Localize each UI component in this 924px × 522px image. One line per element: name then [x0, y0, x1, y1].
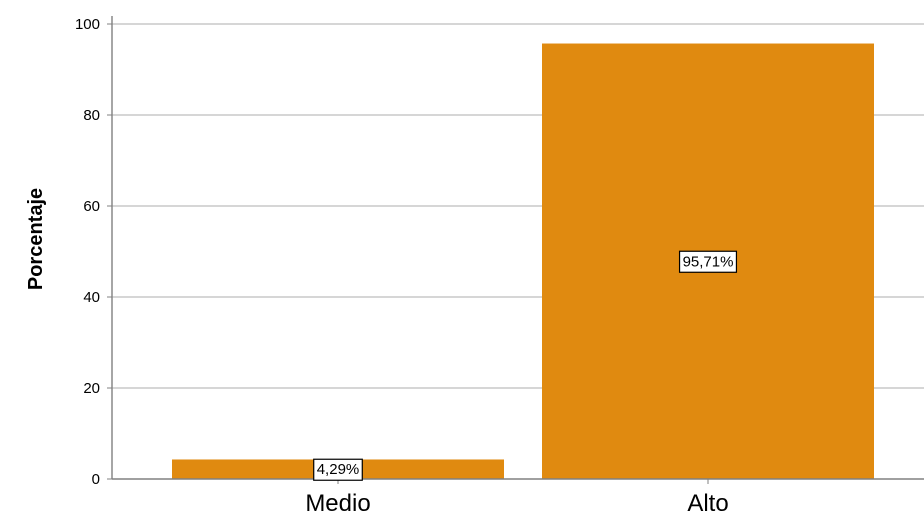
- y-tick-label: 40: [83, 289, 100, 306]
- x-tick-label-alto: Alto: [687, 490, 728, 517]
- axes: [107, 16, 924, 484]
- y-tick-label: 100: [75, 16, 100, 33]
- data-label-box: [313, 458, 363, 481]
- y-tick-label: 20: [83, 380, 100, 397]
- bars: [172, 43, 874, 479]
- data-labels: 4,29% 95,71%: [313, 250, 738, 481]
- data-label-text: 95,71%: [683, 253, 734, 270]
- y-tick-label: 0: [92, 471, 100, 488]
- x-tick-label-medio: Medio: [305, 490, 370, 517]
- data-label-medio: 4,29%: [313, 458, 363, 481]
- y-tick-labels: 0 20 40 60 80 100: [75, 16, 100, 488]
- data-label-alto: 95,71%: [678, 250, 738, 273]
- data-label-text: 4,29%: [317, 461, 360, 478]
- data-label-box: [678, 250, 738, 273]
- x-tick-labels: Medio Alto: [305, 490, 728, 517]
- y-tick-label: 60: [83, 198, 100, 215]
- y-tick-label: 80: [83, 107, 100, 124]
- y-axis-title: Porcentaje: [25, 188, 47, 290]
